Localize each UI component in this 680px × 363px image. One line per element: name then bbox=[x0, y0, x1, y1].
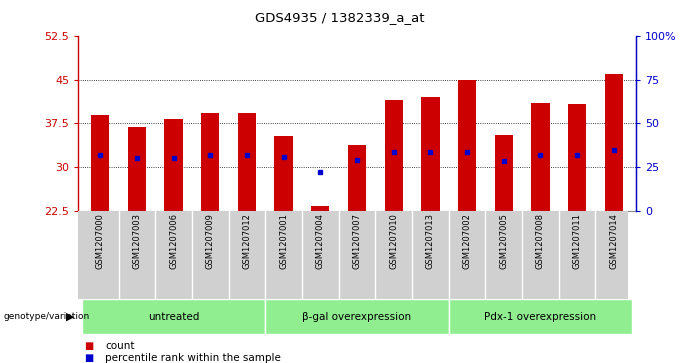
Text: β-gal overexpression: β-gal overexpression bbox=[303, 312, 411, 322]
Text: GSM1207005: GSM1207005 bbox=[499, 213, 508, 269]
Bar bbox=[568, 104, 586, 211]
Bar bbox=[348, 146, 366, 211]
Bar bbox=[91, 115, 109, 211]
Text: percentile rank within the sample: percentile rank within the sample bbox=[105, 353, 282, 363]
Bar bbox=[275, 136, 293, 211]
Text: GSM1207007: GSM1207007 bbox=[352, 213, 362, 269]
Bar bbox=[201, 113, 220, 211]
Bar bbox=[458, 80, 476, 211]
Text: genotype/variation: genotype/variation bbox=[3, 312, 90, 321]
Text: ■: ■ bbox=[84, 340, 93, 351]
Text: ■: ■ bbox=[84, 353, 93, 363]
Text: GSM1207014: GSM1207014 bbox=[609, 213, 618, 269]
Text: GSM1207011: GSM1207011 bbox=[573, 213, 581, 269]
Text: GSM1207013: GSM1207013 bbox=[426, 213, 435, 269]
Bar bbox=[165, 119, 183, 211]
Text: GSM1207010: GSM1207010 bbox=[389, 213, 398, 269]
Text: GSM1207006: GSM1207006 bbox=[169, 213, 178, 269]
Bar bbox=[128, 127, 146, 211]
Text: GSM1207002: GSM1207002 bbox=[462, 213, 471, 269]
Text: GSM1207001: GSM1207001 bbox=[279, 213, 288, 269]
Text: GSM1207004: GSM1207004 bbox=[316, 213, 325, 269]
Text: GDS4935 / 1382339_a_at: GDS4935 / 1382339_a_at bbox=[255, 11, 425, 24]
Text: ▶: ▶ bbox=[66, 312, 75, 322]
Bar bbox=[265, 299, 449, 334]
Bar bbox=[311, 207, 330, 211]
Text: GSM1207012: GSM1207012 bbox=[243, 213, 252, 269]
Bar bbox=[421, 97, 439, 211]
Bar bbox=[238, 113, 256, 211]
Text: Pdx-1 overexpression: Pdx-1 overexpression bbox=[484, 312, 596, 322]
Bar bbox=[494, 135, 513, 211]
Text: count: count bbox=[105, 340, 135, 351]
Bar bbox=[82, 299, 265, 334]
Text: GSM1207003: GSM1207003 bbox=[133, 213, 141, 269]
Bar bbox=[449, 299, 632, 334]
Text: GSM1207000: GSM1207000 bbox=[96, 213, 105, 269]
Text: GSM1207009: GSM1207009 bbox=[206, 213, 215, 269]
Text: GSM1207008: GSM1207008 bbox=[536, 213, 545, 269]
Bar bbox=[384, 100, 403, 211]
Bar bbox=[605, 74, 623, 211]
Bar bbox=[531, 103, 549, 211]
Text: untreated: untreated bbox=[148, 312, 199, 322]
